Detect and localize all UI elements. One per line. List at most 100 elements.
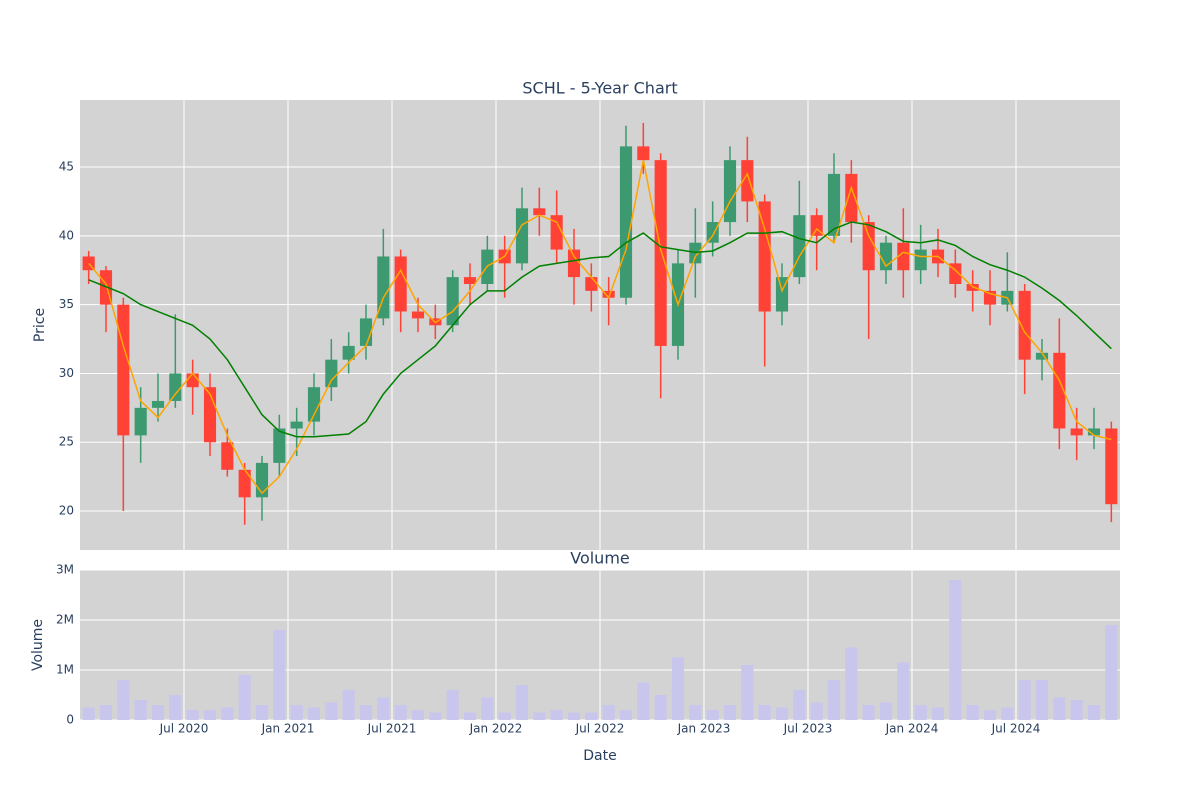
candle-body	[758, 201, 771, 312]
volume-bar	[238, 675, 251, 720]
x-tick-label: Jan 2024	[885, 722, 939, 736]
candle-body	[411, 311, 425, 319]
volume-bar	[758, 705, 771, 720]
volume-bar	[723, 705, 737, 720]
volume-bar	[307, 707, 321, 720]
y-tick-label: 35	[59, 297, 74, 311]
candle-body	[897, 242, 910, 271]
candle-body	[117, 304, 130, 436]
candle-body	[515, 208, 529, 264]
candle-body	[706, 222, 719, 243]
volume-bar	[827, 680, 841, 720]
candle-body	[342, 345, 355, 360]
candle-body	[1105, 428, 1118, 505]
volume-bar	[602, 705, 615, 720]
candle-body	[221, 442, 234, 470]
candle-body	[446, 277, 459, 326]
candle-body	[1035, 352, 1049, 360]
y-axis-label: Volume	[30, 619, 46, 671]
volume-bar	[914, 705, 927, 720]
candle-body	[1070, 428, 1083, 436]
volume-bar	[706, 710, 719, 720]
volume-bar	[290, 705, 303, 720]
volume-bar	[533, 712, 546, 720]
y-tick-label: 45	[59, 160, 74, 174]
volume-bar	[446, 690, 459, 720]
volume-bar	[411, 710, 425, 720]
candle-body	[741, 160, 754, 202]
y-tick-label: 25	[59, 435, 74, 449]
subplot-title: Volume	[570, 549, 630, 568]
candle-body	[619, 146, 633, 298]
y-tick-label: 0	[66, 713, 74, 727]
volume-bar	[810, 702, 823, 720]
volume-bar	[1035, 680, 1049, 720]
volume-bar	[377, 697, 390, 720]
volume-bar	[1070, 700, 1083, 720]
y-tick-label: 2M	[56, 613, 74, 627]
candle-body	[134, 407, 147, 436]
volume-bar	[221, 707, 234, 720]
volume-bar	[671, 657, 685, 720]
candle-body	[1087, 428, 1101, 436]
candle-body	[637, 146, 650, 161]
volume-bar	[897, 662, 910, 720]
volume-bar	[325, 702, 338, 720]
candle-body	[845, 173, 858, 223]
volume-bar	[1001, 707, 1014, 720]
y-tick-label: 40	[59, 228, 74, 242]
candle-body	[273, 428, 286, 463]
candle-body	[290, 421, 303, 429]
volume-bar	[203, 710, 217, 720]
x-tick-label: Jan 2021	[261, 722, 315, 736]
volume-bar	[273, 630, 286, 720]
candle-body	[186, 373, 199, 388]
x-tick-label: Jul 2021	[367, 722, 417, 736]
y-tick-label: 20	[59, 504, 74, 518]
volume-bar	[117, 680, 130, 720]
candle-body	[585, 277, 598, 291]
x-tick-label: Jul 2022	[575, 722, 625, 736]
chart-title: SCHL - 5-Year Chart	[522, 79, 677, 98]
volume-bar	[151, 705, 165, 720]
volume-bar	[1053, 697, 1066, 720]
volume-bar	[429, 712, 442, 720]
volume-bar	[169, 695, 182, 720]
volume-bar	[793, 690, 806, 720]
volume-bar	[966, 705, 979, 720]
volume-bar	[498, 712, 511, 720]
x-tick-label: Jul 2023	[783, 722, 833, 736]
candle-body	[914, 249, 927, 271]
moving-average-line	[88, 221, 1112, 438]
candle-body	[654, 160, 667, 346]
candle-body	[394, 256, 407, 312]
candle-body	[463, 277, 477, 284]
volume-bar	[550, 710, 563, 720]
candle-body	[567, 249, 581, 278]
candle-body	[550, 215, 563, 250]
volume-bar	[1105, 625, 1118, 720]
candle-body	[533, 208, 546, 216]
candle-body	[827, 173, 841, 236]
x-tick-label: Jan 2022	[469, 722, 523, 736]
volume-bar	[515, 685, 529, 720]
volume-bar	[255, 705, 269, 720]
volume-bar	[585, 712, 598, 720]
candle-body	[377, 256, 390, 319]
volume-bar	[481, 697, 494, 720]
volume-bar	[567, 712, 581, 720]
volume-bar	[689, 705, 702, 720]
volume-bar	[186, 710, 199, 720]
y-tick-label: 30	[59, 366, 74, 380]
candle-body	[723, 160, 737, 223]
volume-bar	[654, 695, 667, 720]
volume-bar	[134, 700, 147, 720]
volume-bar	[845, 647, 858, 720]
volume-bar	[1087, 705, 1101, 720]
volume-bar	[949, 580, 962, 720]
moving-average-line	[88, 159, 1112, 495]
volume-bar	[862, 705, 875, 720]
x-axis-label: Date	[583, 748, 616, 764]
volume-bar	[879, 702, 893, 720]
